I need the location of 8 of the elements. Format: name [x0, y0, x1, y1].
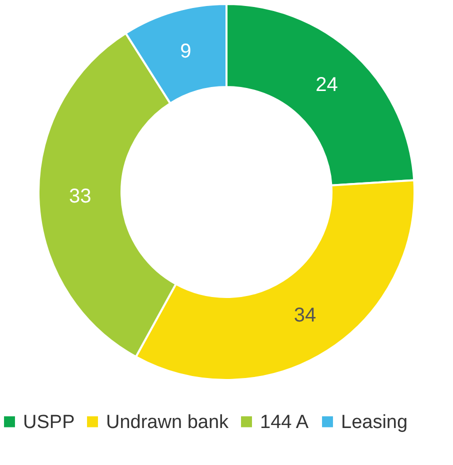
legend-label: USPP: [23, 412, 75, 433]
data-label: 9: [180, 40, 192, 62]
legend-label: 144 A: [260, 412, 309, 433]
data-label: 33: [68, 186, 92, 208]
data-label: 24: [316, 74, 338, 96]
legend-label: Leasing: [341, 412, 408, 433]
data-label: 34: [294, 304, 316, 327]
legend-label: Undrawn bank: [106, 412, 230, 433]
